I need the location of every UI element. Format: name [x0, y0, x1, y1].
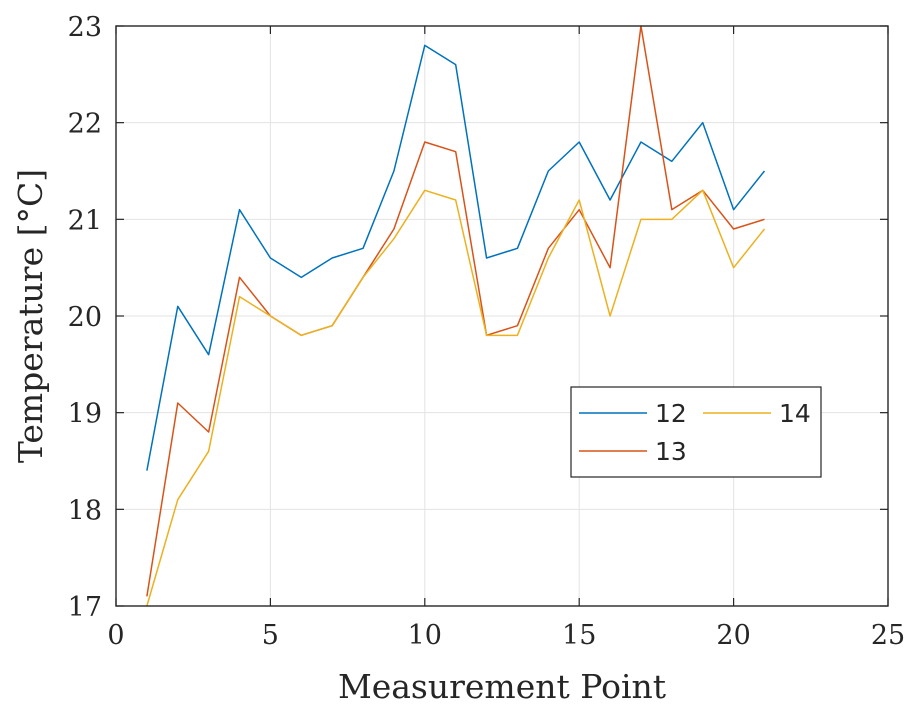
legend-label-14: 14 — [779, 399, 811, 428]
x-tick-label: 0 — [107, 620, 124, 651]
x-axis-title: Measurement Point — [338, 667, 666, 706]
y-tick-label: 23 — [68, 12, 102, 43]
tick-layer: 0 5 10 15 20 25 17 18 19 20 21 22 23 — [68, 12, 906, 651]
legend-label-12: 12 — [655, 399, 687, 428]
x-tick-label: 20 — [716, 620, 750, 651]
series-line-12 — [146, 44, 766, 471]
x-tick-label: 15 — [562, 620, 596, 651]
y-tick-label: 20 — [68, 302, 102, 333]
series-layer — [146, 25, 766, 607]
legend-box — [570, 386, 822, 478]
legend-label-13: 13 — [655, 437, 687, 466]
y-tick-label: 18 — [68, 495, 102, 526]
y-tick-label: 22 — [68, 109, 102, 140]
x-tick-label: 5 — [262, 620, 279, 651]
y-tick-label: 21 — [68, 205, 102, 236]
y-tick-label: 17 — [68, 592, 102, 623]
series-line-13 — [146, 25, 765, 597]
label-layer: Measurement Point Temperature [°C] — [11, 169, 666, 706]
series-line-14 — [146, 189, 766, 607]
x-tick-label: 25 — [871, 620, 905, 651]
legend: 12 13 14 — [570, 386, 822, 478]
x-tick-label: 10 — [408, 620, 442, 651]
y-axis-title: Temperature [°C] — [11, 169, 50, 463]
y-tick-label: 19 — [68, 399, 102, 430]
